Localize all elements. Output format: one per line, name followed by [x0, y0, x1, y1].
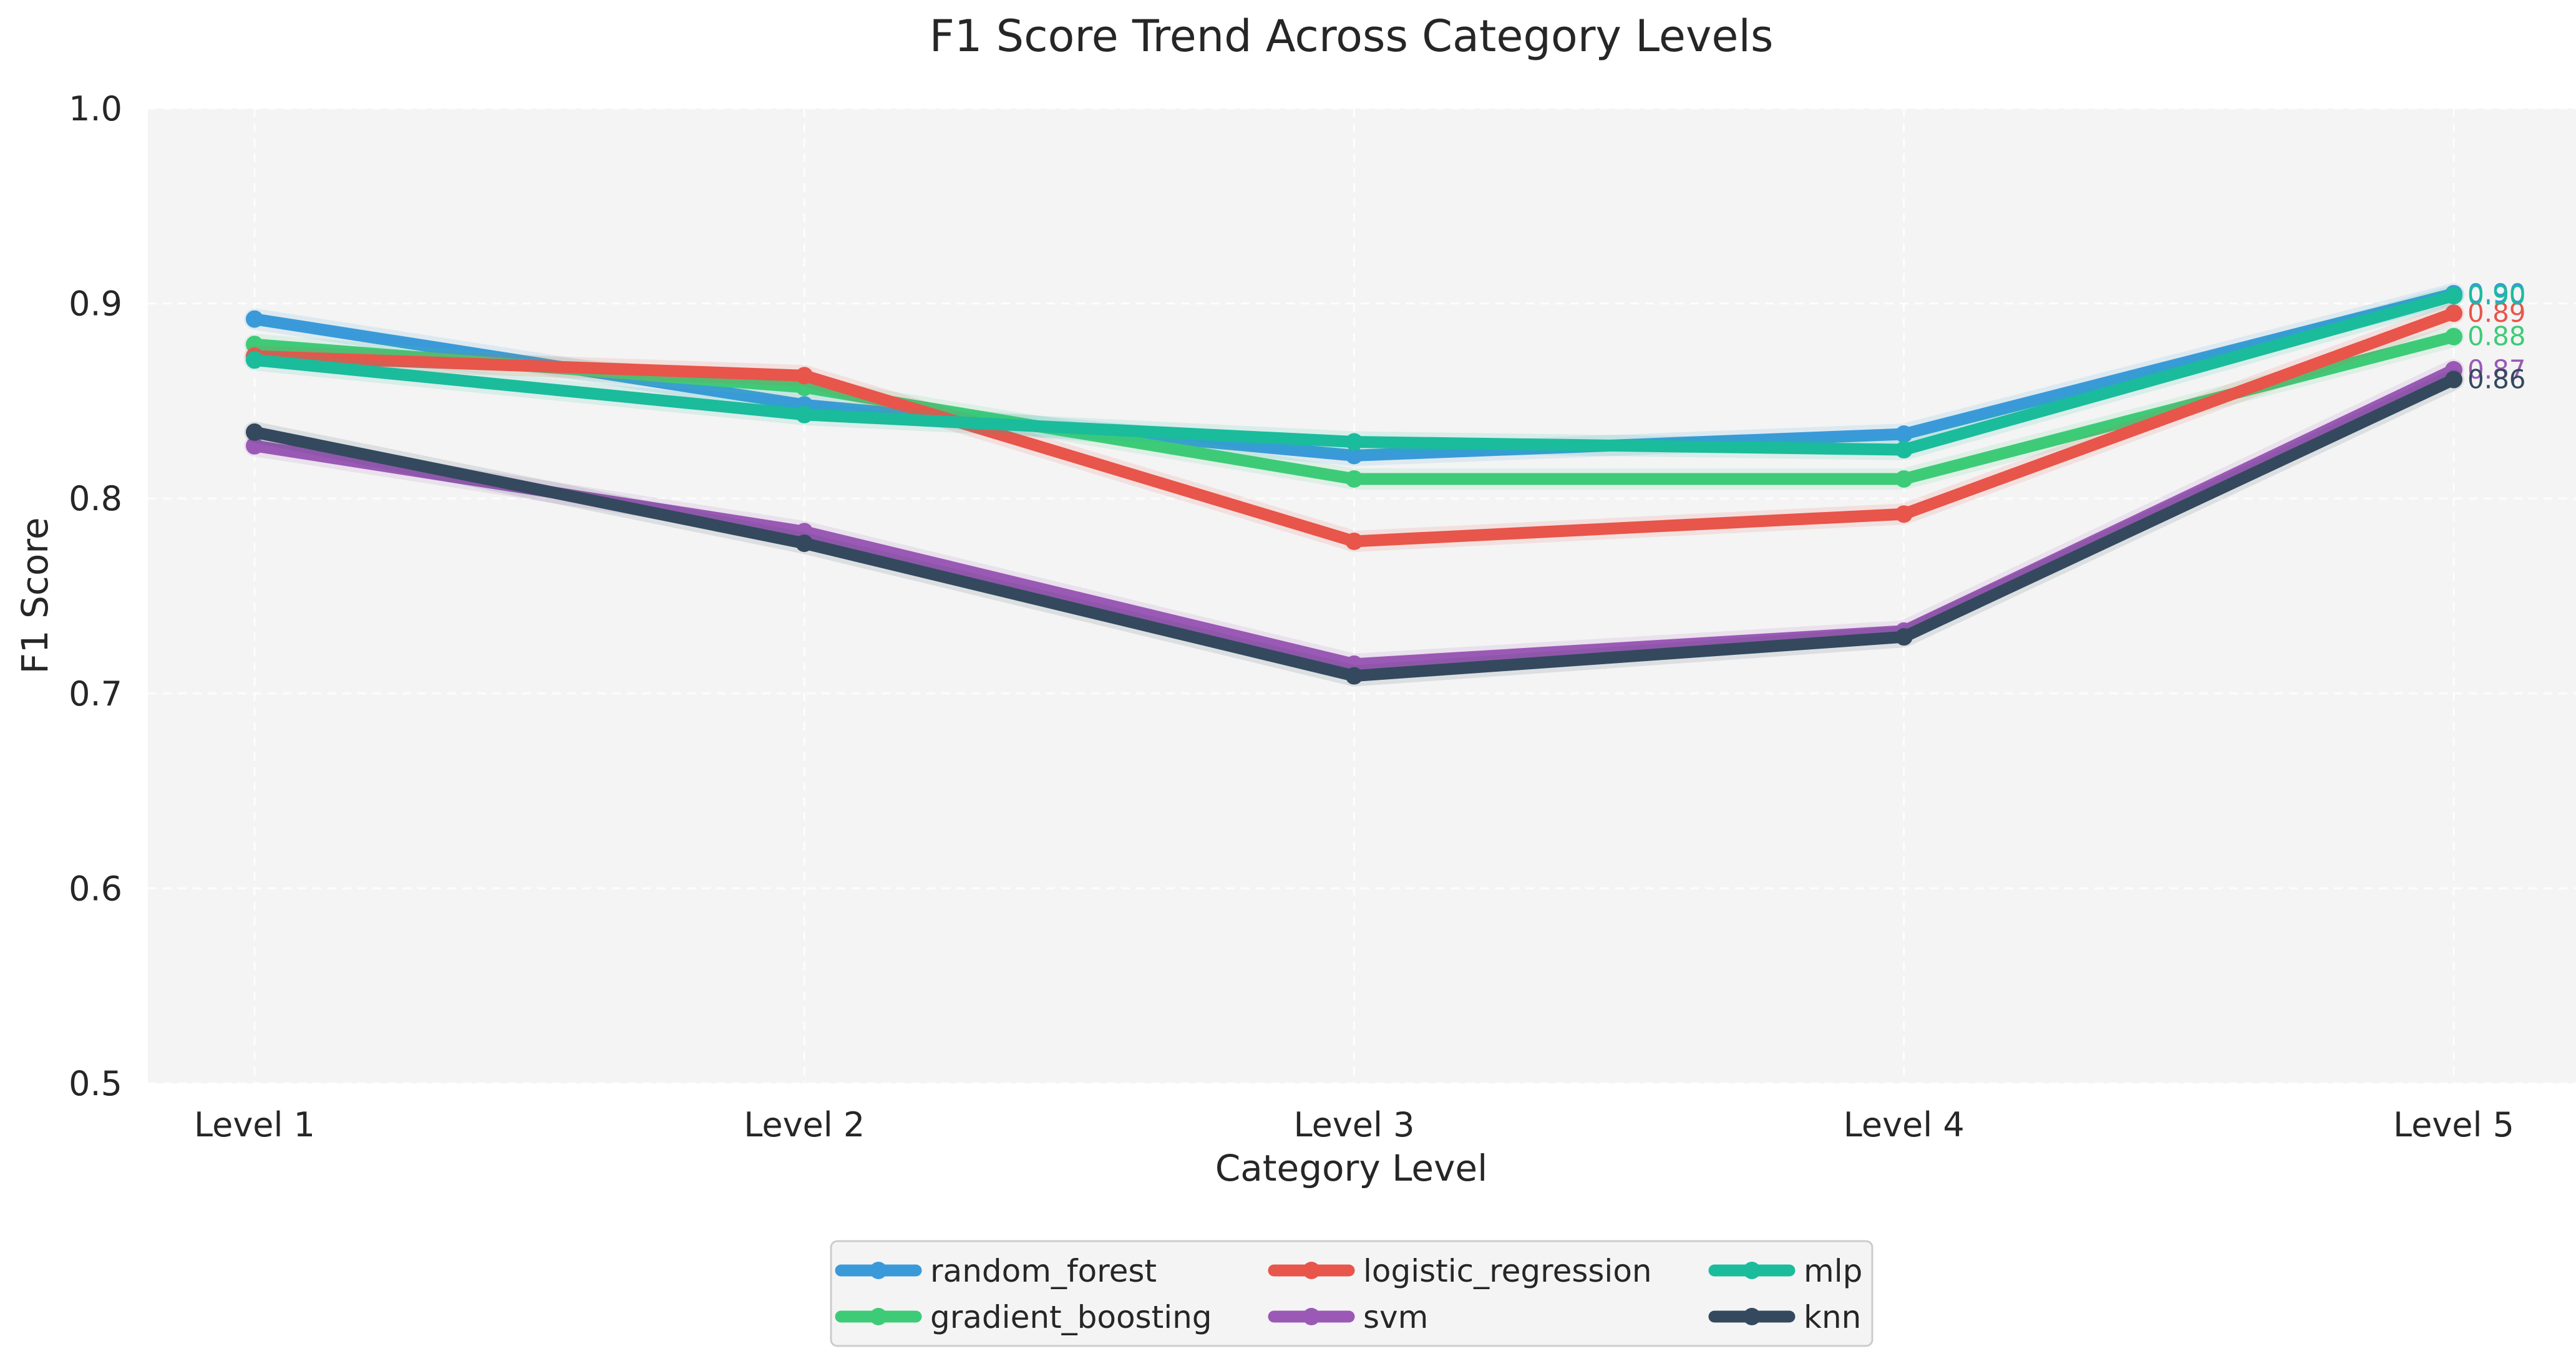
- x-tick-label: Level 2: [744, 1105, 865, 1144]
- x-tick-label: Level 3: [1293, 1105, 1414, 1144]
- y-tick-label: 0.7: [69, 674, 122, 713]
- data-point: [1345, 532, 1363, 550]
- y-tick-label: 0.9: [69, 284, 122, 324]
- data-point: [1895, 441, 1913, 459]
- chart-title: F1 Score Trend Across Category Levels: [930, 11, 1774, 62]
- legend-item-logistic-regression: logistic_regression: [1268, 1253, 1652, 1289]
- data-point: [1895, 628, 1913, 646]
- end-value-label: 0.90: [2467, 280, 2526, 311]
- x-tick-label: Level 4: [1844, 1105, 1965, 1144]
- legend-box: [830, 1240, 1874, 1347]
- data-point: [1345, 433, 1363, 451]
- data-point: [246, 437, 263, 455]
- y-tick-label: 0.6: [69, 869, 122, 908]
- legend-label: random_forest: [930, 1253, 1157, 1289]
- legend-item-gradient-boosting: gradient_boosting: [835, 1299, 1212, 1335]
- data-point: [2445, 370, 2462, 389]
- y-tick-labels: 0.5 0.6 0.7 0.8 0.9 1.0: [69, 89, 122, 1103]
- legend-marker: [870, 1308, 887, 1325]
- legend-label: gradient_boosting: [930, 1299, 1212, 1335]
- x-tick-label: Level 1: [194, 1105, 315, 1144]
- legend-label: mlp: [1804, 1253, 1862, 1289]
- data-point: [1895, 425, 1913, 443]
- y-tick-label: 0.5: [69, 1064, 122, 1103]
- data-point: [795, 367, 814, 385]
- data-point: [795, 405, 814, 423]
- data-point: [2445, 287, 2462, 305]
- end-value-label: 0.89: [2467, 297, 2526, 328]
- data-point: [246, 423, 263, 441]
- legend-marker: [870, 1262, 887, 1279]
- data-point: [1345, 667, 1363, 685]
- legend: random_forest gradient_boosting logistic_r…: [830, 1240, 1874, 1347]
- y-grid: [148, 107, 2576, 1085]
- x-tick-label: Level 5: [2393, 1105, 2514, 1144]
- end-value-label: 0.86: [2467, 364, 2526, 395]
- data-point: [1895, 505, 1913, 523]
- data-point: [1345, 447, 1363, 465]
- legend-label: logistic_regression: [1363, 1253, 1652, 1289]
- end-value-label: 0.88: [2467, 321, 2526, 352]
- series-lines: [244, 283, 2464, 687]
- data-point: [1895, 470, 1913, 488]
- y-axis-label: F1 Score: [14, 517, 56, 674]
- end-value-label: 0.87: [2467, 354, 2526, 385]
- legend-marker: [1303, 1262, 1320, 1279]
- data-point: [246, 351, 263, 369]
- legend-label: svm: [1363, 1299, 1428, 1335]
- data-point: [2445, 304, 2462, 322]
- x-tick-labels: Level 1 Level 2 Level 3 Level 4 Level 5: [194, 1105, 2514, 1144]
- legend-marker: [1303, 1308, 1320, 1325]
- x-grid: [253, 109, 2455, 1083]
- end-value-label: 0.90: [2467, 278, 2526, 309]
- data-point: [2445, 327, 2462, 346]
- data-point: [1345, 470, 1363, 488]
- legend-marker: [1743, 1262, 1761, 1279]
- legend-item-knn: knn: [1708, 1299, 1861, 1335]
- legend-label: knn: [1804, 1299, 1861, 1335]
- legend-item-mlp: mlp: [1708, 1253, 1862, 1289]
- y-tick-label: 0.8: [69, 479, 122, 518]
- legend-item-random-forest: random_forest: [835, 1253, 1157, 1289]
- legend-item-svm: svm: [1268, 1299, 1428, 1335]
- series-mlp: [244, 285, 2464, 461]
- series-knn: [244, 369, 2464, 687]
- end-labels: 0.900.880.890.870.900.86: [2467, 278, 2526, 395]
- plot-background: [148, 109, 2576, 1083]
- x-axis-label: Category Level: [1215, 1147, 1487, 1189]
- data-point: [795, 534, 814, 553]
- y-tick-label: 1.0: [69, 89, 122, 128]
- legend-marker: [1743, 1308, 1761, 1325]
- data-point: [246, 310, 263, 328]
